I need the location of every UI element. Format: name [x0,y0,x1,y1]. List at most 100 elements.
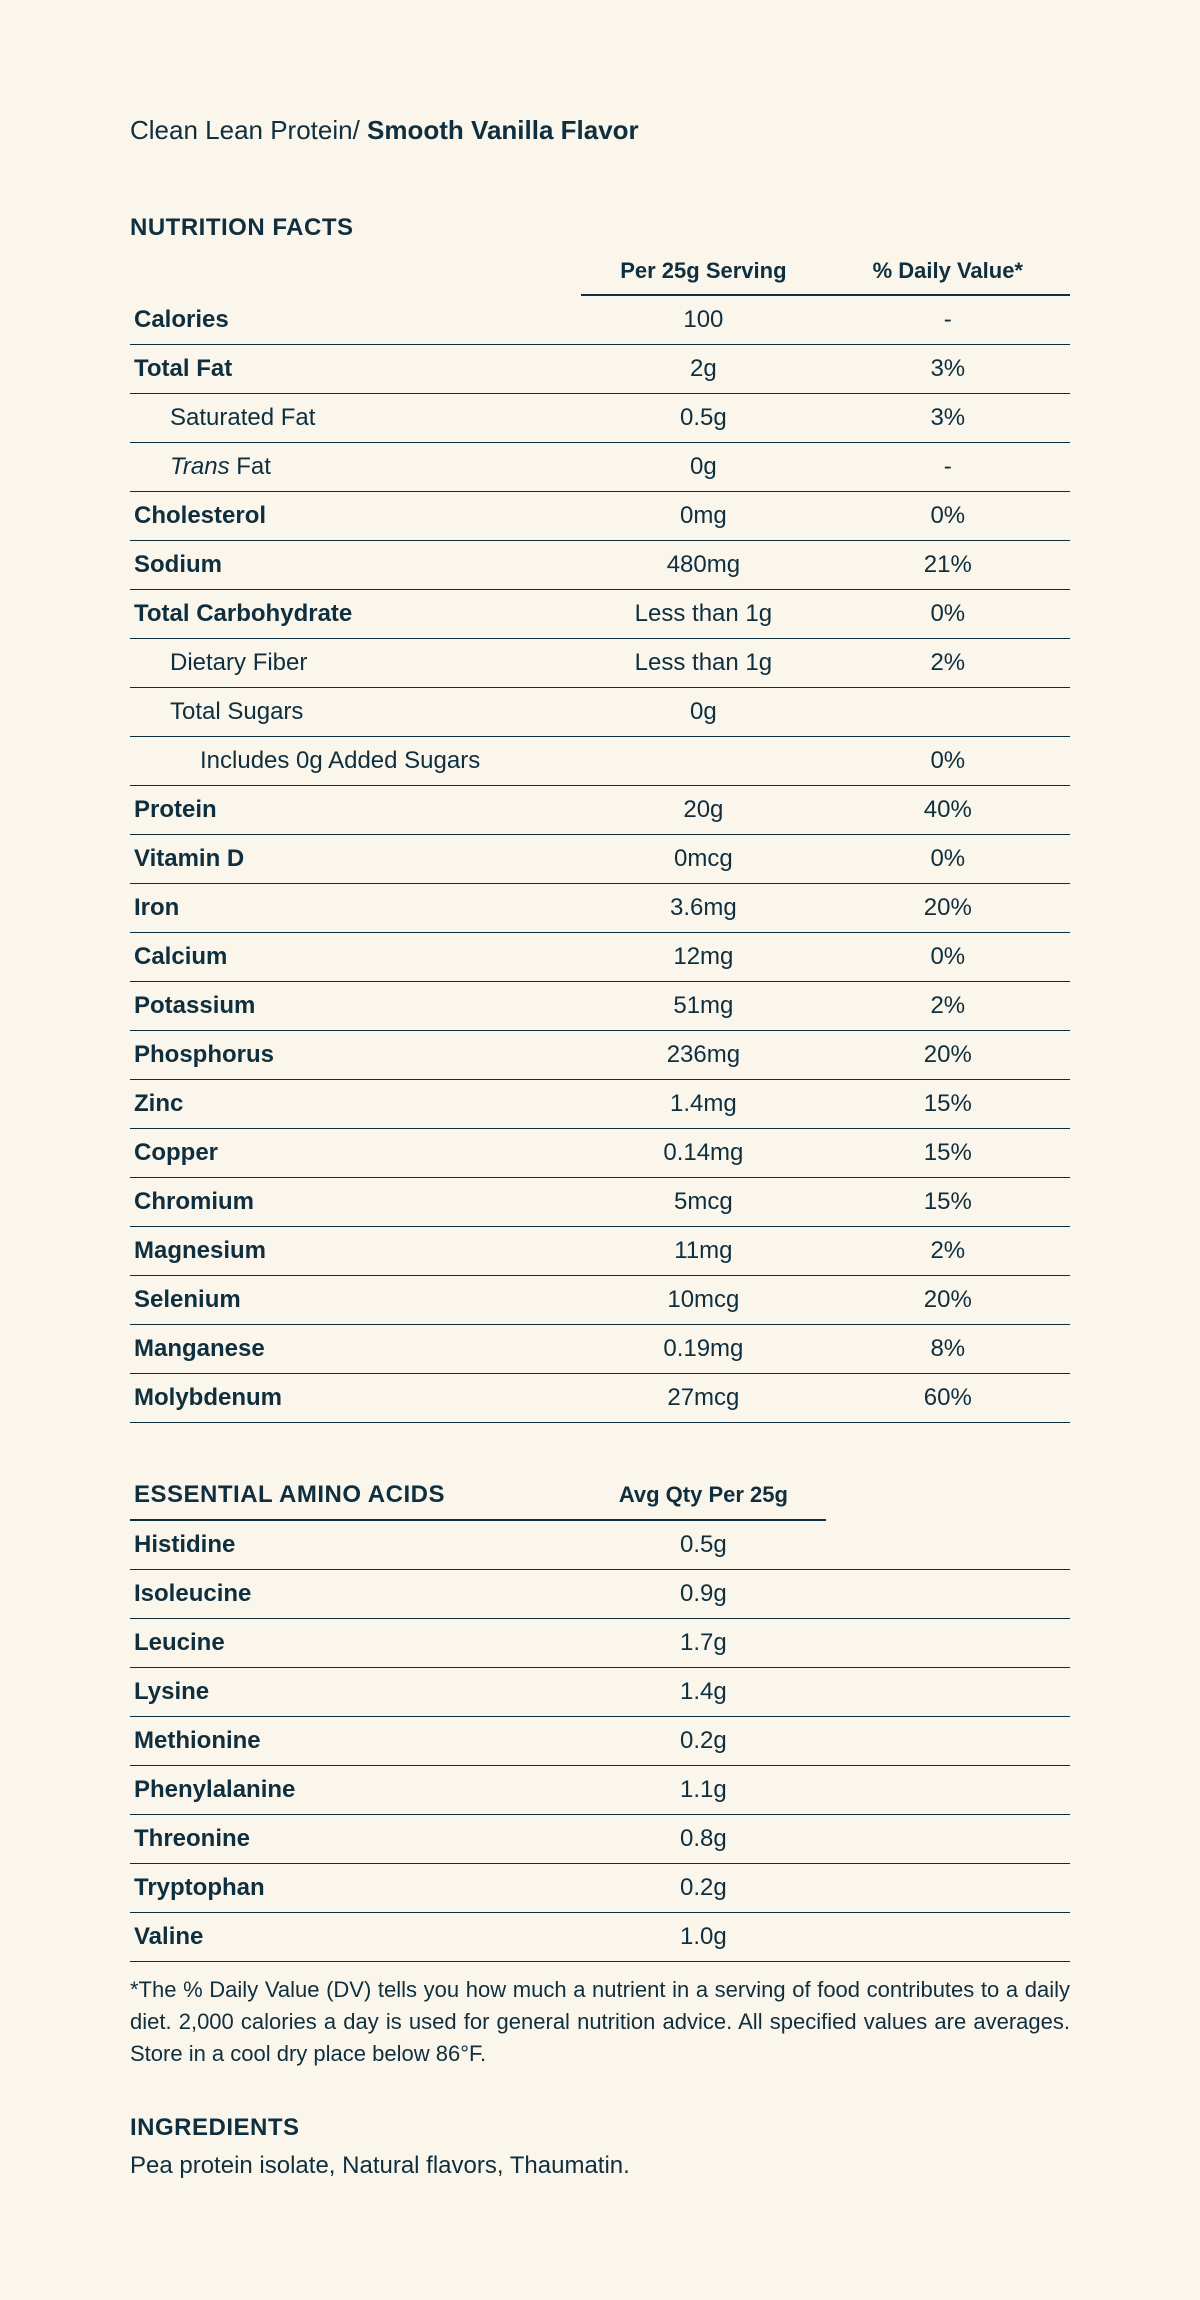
product-flavor: Smooth Vanilla Flavor [367,115,639,145]
table-row: Calcium12mg0% [130,933,1070,982]
nutrition-facts-title: NUTRITION FACTS [130,214,1070,242]
ingredients-text: Pea protein isolate, Natural flavors, Th… [130,2152,1070,2180]
nutrient-label: Phosphorus [130,1031,581,1080]
nutrient-label: Calories [130,295,581,345]
table-row: Phenylalanine1.1g [130,1766,1070,1815]
amino-blank [826,1717,1070,1766]
nutrition-col-serving: Per 25g Serving [581,250,825,295]
table-row: Phosphorus236mg20% [130,1031,1070,1080]
table-row: Trans Fat0g- [130,443,1070,492]
product-title: Clean Lean Protein/ Smooth Vanilla Flavo… [130,115,1070,146]
nutrient-serving: 0mcg [581,835,825,884]
nutrient-dv: 2% [826,639,1070,688]
nutrient-label: Cholesterol [130,492,581,541]
table-row: Methionine0.2g [130,1717,1070,1766]
nutrient-serving: 27mcg [581,1374,825,1423]
nutrient-serving: 51mg [581,982,825,1031]
nutrient-label: Copper [130,1129,581,1178]
table-row: Lysine1.4g [130,1668,1070,1717]
ingredients-title: INGREDIENTS [130,2114,1070,2142]
nutrient-dv: 60% [826,1374,1070,1423]
nutrient-serving: 0.14mg [581,1129,825,1178]
nutrient-dv: 8% [826,1325,1070,1374]
nutrient-serving: 0.19mg [581,1325,825,1374]
nutrient-label: Saturated Fat [130,394,581,443]
nutrient-dv: 3% [826,345,1070,394]
table-row: Total Sugars0g [130,688,1070,737]
table-row: Selenium10mcg20% [130,1276,1070,1325]
nutrient-serving: 100 [581,295,825,345]
amino-value: 0.9g [581,1570,825,1619]
nutrient-label: Sodium [130,541,581,590]
nutrient-dv: 0% [826,737,1070,786]
nutrient-label: Vitamin D [130,835,581,884]
amino-label: Threonine [130,1815,581,1864]
amino-col-blank [826,1473,1070,1520]
nutrient-dv: 0% [826,492,1070,541]
nutrient-dv: 15% [826,1178,1070,1227]
nutrient-label: Total Sugars [130,688,581,737]
nutrient-serving: 480mg [581,541,825,590]
amino-label: Lysine [130,1668,581,1717]
nutrient-serving: 0g [581,443,825,492]
table-row: Manganese0.19mg8% [130,1325,1070,1374]
table-row: Dietary FiberLess than 1g2% [130,639,1070,688]
nutrient-serving: 11mg [581,1227,825,1276]
nutrient-dv: 15% [826,1129,1070,1178]
table-row: Vitamin D0mcg0% [130,835,1070,884]
nutrient-serving: 3.6mg [581,884,825,933]
nutrient-dv: - [826,443,1070,492]
amino-blank [826,1619,1070,1668]
nutrient-label: Potassium [130,982,581,1031]
nutrient-dv: 15% [826,1080,1070,1129]
nutrient-label: Trans Fat [130,443,581,492]
nutrient-label: Total Carbohydrate [130,590,581,639]
nutrient-label: Molybdenum [130,1374,581,1423]
nutrient-label: Zinc [130,1080,581,1129]
amino-blank [826,1570,1070,1619]
nutrient-label: Manganese [130,1325,581,1374]
table-row: Cholesterol0mg0% [130,492,1070,541]
nutrient-serving: 1.4mg [581,1080,825,1129]
amino-blank [826,1766,1070,1815]
nutrient-dv: 2% [826,1227,1070,1276]
table-row: Leucine1.7g [130,1619,1070,1668]
amino-value: 1.1g [581,1766,825,1815]
table-row: Valine1.0g [130,1913,1070,1962]
table-row: Threonine0.8g [130,1815,1070,1864]
amino-blank [826,1668,1070,1717]
amino-table: ESSENTIAL AMINO ACIDS Avg Qty Per 25g Hi… [130,1473,1070,1962]
table-row: Magnesium11mg2% [130,1227,1070,1276]
nutrient-label: Calcium [130,933,581,982]
nutrient-serving: 0mg [581,492,825,541]
amino-blank [826,1864,1070,1913]
table-row: Potassium51mg2% [130,982,1070,1031]
table-row: Copper0.14mg15% [130,1129,1070,1178]
nutrient-serving: 0g [581,688,825,737]
nutrient-serving: 12mg [581,933,825,982]
table-row: Molybdenum27mcg60% [130,1374,1070,1423]
nutrient-dv: 0% [826,590,1070,639]
nutrient-label: Includes 0g Added Sugars [130,737,581,786]
nutrient-label: Selenium [130,1276,581,1325]
nutrient-label: Chromium [130,1178,581,1227]
amino-label: Valine [130,1913,581,1962]
nutrient-dv: 0% [826,835,1070,884]
nutrient-dv: 40% [826,786,1070,835]
nutrient-dv: 3% [826,394,1070,443]
nutrition-table: Per 25g Serving % Daily Value* Calories1… [130,250,1070,1423]
nutrient-serving [581,737,825,786]
nutrient-label: Iron [130,884,581,933]
nutrient-label: Dietary Fiber [130,639,581,688]
amino-value: 0.2g [581,1864,825,1913]
amino-blank [826,1913,1070,1962]
nutrient-serving: 20g [581,786,825,835]
nutrient-dv: 0% [826,933,1070,982]
nutrient-serving: 5mcg [581,1178,825,1227]
amino-label: Tryptophan [130,1864,581,1913]
product-prefix: Clean Lean Protein/ [130,115,367,145]
nutrient-dv: 20% [826,1031,1070,1080]
table-row: Chromium5mcg15% [130,1178,1070,1227]
amino-title: ESSENTIAL AMINO ACIDS [130,1473,581,1520]
nutrient-dv [826,688,1070,737]
